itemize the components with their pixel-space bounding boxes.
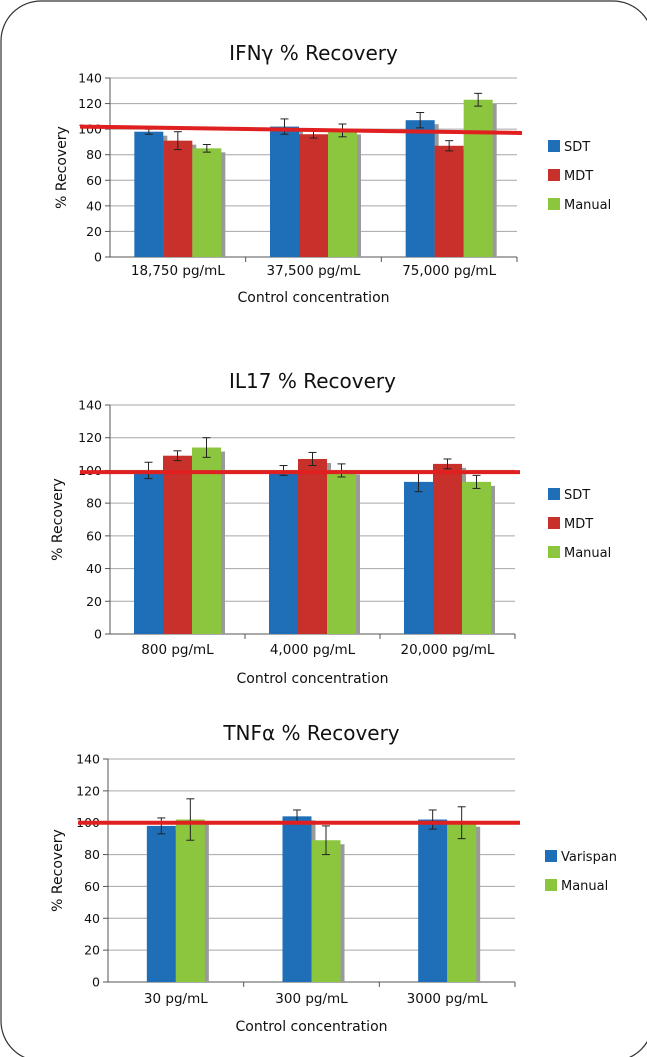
bar-varispan bbox=[418, 819, 448, 982]
y-axis-title: % Recovery bbox=[50, 829, 66, 912]
chart-2: IL17 % Recovery020406080100120140800 pg/… bbox=[50, 369, 611, 687]
bar-sdt bbox=[134, 470, 163, 634]
y-tick-label: 0 bbox=[94, 627, 102, 642]
y-tick-label: 80 bbox=[86, 496, 102, 511]
legend-swatch bbox=[548, 488, 560, 500]
x-tick-label: 4,000 pg/mL bbox=[270, 642, 356, 658]
y-tick-label: 100 bbox=[78, 122, 102, 137]
bar-mdt bbox=[433, 463, 462, 634]
legend-label: MDT bbox=[564, 517, 593, 532]
bar-sdt bbox=[269, 470, 298, 634]
y-tick-label: 80 bbox=[86, 147, 102, 162]
x-axis-title: Control concentration bbox=[235, 1019, 387, 1035]
y-tick-label: 60 bbox=[86, 528, 102, 543]
bar-manual bbox=[462, 481, 491, 634]
legend-label: Varispan bbox=[561, 850, 617, 865]
x-tick-label: 18,750 pg/mL bbox=[131, 263, 225, 279]
x-tick-label: 75,000 pg/mL bbox=[402, 263, 496, 279]
x-tick-label: 30 pg/mL bbox=[144, 991, 208, 1007]
bar-manual bbox=[311, 840, 341, 982]
y-tick-label: 140 bbox=[78, 398, 102, 413]
x-axis-title: Control concentration bbox=[237, 290, 389, 306]
bar-manual bbox=[463, 99, 493, 257]
chart-1: IFNγ % Recovery 0 20 40 60 80 100 120 140 18,750 … bbox=[54, 41, 611, 306]
bar-sdt bbox=[405, 120, 435, 257]
x-tick-label: 20,000 pg/mL bbox=[401, 642, 495, 658]
legend-label: SDT bbox=[564, 140, 590, 155]
bar-mdt bbox=[299, 134, 328, 257]
bar-mdt bbox=[163, 455, 192, 634]
legend-swatch bbox=[545, 879, 557, 891]
charts-container: IFNγ % Recovery 0 20 40 60 80 100 120 140 18,750 … bbox=[50, 41, 617, 1035]
x-tick-label: 800 pg/mL bbox=[141, 642, 214, 658]
bar-sdt bbox=[134, 131, 164, 257]
y-tick-label: 140 bbox=[76, 752, 100, 767]
bar-mdt bbox=[163, 140, 193, 257]
bar-varispan bbox=[146, 825, 176, 982]
bar-mdt bbox=[434, 145, 464, 257]
bar-manual bbox=[175, 819, 205, 982]
y-tick-label: 120 bbox=[78, 430, 102, 445]
y-tick-label: 60 bbox=[84, 879, 100, 894]
legend-swatch bbox=[548, 546, 560, 558]
legend-swatch bbox=[548, 198, 560, 210]
y-tick-label: 40 bbox=[86, 561, 102, 576]
y-axis-title: % Recovery bbox=[54, 126, 70, 209]
y-tick-label: 40 bbox=[86, 198, 102, 213]
legend-swatch bbox=[545, 850, 557, 862]
y-tick-label: 40 bbox=[84, 911, 100, 926]
x-tick-label: 300 pg/mL bbox=[275, 991, 348, 1007]
y-tick-label: 60 bbox=[86, 173, 102, 188]
bar-manual bbox=[328, 130, 357, 257]
legend-label: SDT bbox=[564, 488, 590, 503]
legend-label: Manual bbox=[564, 198, 611, 213]
y-tick-label: 120 bbox=[76, 783, 100, 798]
bar-sdt bbox=[270, 126, 299, 257]
y-tick-label: 0 bbox=[94, 250, 102, 265]
x-tick-label: 3000 pg/mL bbox=[407, 991, 488, 1007]
reference-line bbox=[79, 124, 523, 135]
chart-title: IFNγ % Recovery bbox=[229, 41, 398, 65]
y-tick-label: 20 bbox=[86, 224, 102, 239]
y-tick-label: 80 bbox=[84, 847, 100, 862]
y-tick-label: 20 bbox=[86, 594, 102, 609]
x-axis-title: Control concentration bbox=[236, 671, 388, 687]
bar-mdt bbox=[298, 458, 327, 634]
legend-swatch bbox=[548, 140, 560, 152]
y-tick-label: 20 bbox=[84, 943, 100, 958]
bar-manual bbox=[447, 822, 477, 982]
bar-manual bbox=[192, 148, 222, 257]
bar-manual bbox=[192, 447, 221, 634]
y-tick-label: 140 bbox=[78, 71, 102, 86]
legend-swatch bbox=[548, 517, 560, 529]
bar-varispan bbox=[282, 816, 312, 982]
legend-label: Manual bbox=[561, 879, 608, 894]
bar-sdt bbox=[404, 481, 433, 634]
chart-title: IL17 % Recovery bbox=[229, 369, 396, 393]
legend-swatch bbox=[548, 169, 560, 181]
chart-3: TNFα % Recovery02040608010012014030 pg/m… bbox=[50, 721, 617, 1035]
bar-manual bbox=[327, 470, 356, 634]
x-tick-label: 37,500 pg/mL bbox=[267, 263, 361, 279]
y-tick-label: 0 bbox=[92, 975, 100, 990]
legend-label: Manual bbox=[564, 546, 611, 561]
y-tick-label: 120 bbox=[78, 96, 102, 111]
y-axis-title: % Recovery bbox=[50, 478, 66, 561]
chart-title: TNFα % Recovery bbox=[222, 721, 399, 745]
legend-label: MDT bbox=[564, 169, 593, 184]
